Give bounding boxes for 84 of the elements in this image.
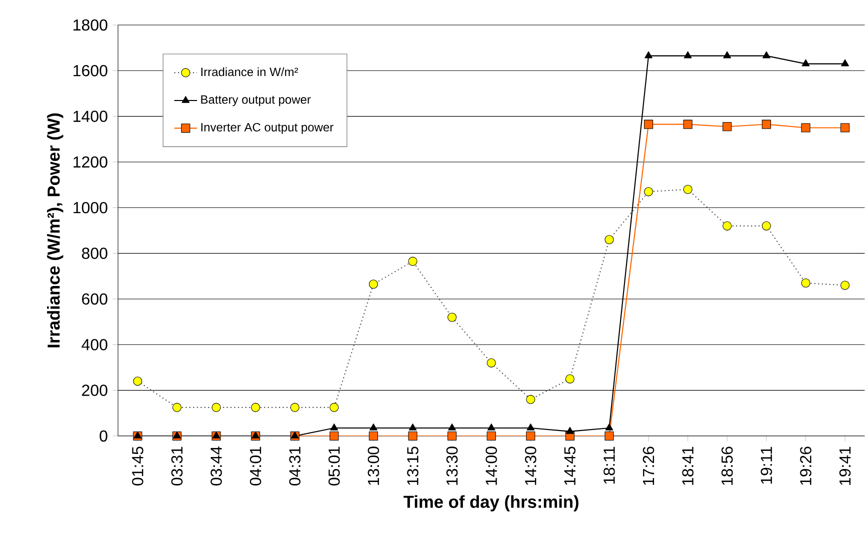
y-tick-label: 600 [82, 293, 108, 305]
point [368, 280, 378, 289]
x-tick-label: 01:45 [132, 446, 144, 486]
point [801, 278, 810, 288]
point [526, 431, 536, 441]
x-tick-label: 04:01 [250, 446, 262, 486]
x-tick-label: 18:11 [604, 446, 615, 484]
x-tick-label: 03:44 [210, 446, 222, 486]
x-tick-label: 17:26 [642, 446, 654, 485]
x-tick-label: 14:45 [564, 446, 576, 485]
x-tick-label: 13:30 [446, 446, 458, 485]
point [840, 280, 850, 290]
point [212, 402, 221, 412]
point [486, 358, 496, 368]
x-tick-label: 05:01 [328, 446, 340, 486]
point [644, 187, 654, 196]
x-tick-label: 14:00 [486, 446, 497, 485]
y-tick-label: 0 [100, 430, 108, 442]
point [290, 402, 300, 412]
point [172, 431, 181, 438]
point [684, 51, 692, 58]
point [605, 423, 614, 430]
point [526, 394, 536, 404]
x-tick-label: 13:15 [407, 446, 418, 485]
legend-label: Irradiance in W/m² [201, 67, 298, 76]
point [448, 423, 456, 430]
point [172, 402, 182, 412]
point [330, 431, 339, 441]
y-tick-label: 1600 [74, 65, 108, 76]
point [683, 184, 692, 194]
point [252, 431, 260, 438]
point [368, 431, 378, 441]
point [566, 426, 574, 434]
point [212, 431, 220, 438]
x-axis-title: Time of day (hrs:min) [404, 495, 578, 512]
y-tick-label: 1400 [74, 110, 108, 122]
point [802, 59, 810, 66]
point [251, 402, 260, 412]
point [644, 51, 652, 58]
x-tick-label: 18:56 [721, 446, 733, 485]
point [722, 221, 732, 230]
legend-label: Battery output power [201, 95, 311, 106]
x-tick-label: 14:30 [524, 446, 536, 485]
point [487, 423, 496, 430]
y-tick-label: 400 [82, 338, 108, 350]
point [408, 423, 417, 430]
point [683, 120, 692, 129]
point [133, 376, 142, 386]
point [604, 431, 614, 441]
point [723, 51, 732, 58]
point [840, 123, 850, 132]
point [801, 123, 810, 132]
legend-label: Inverter AC output power [201, 122, 334, 134]
y-tick-label: 800 [82, 248, 108, 259]
y-tick-label: 200 [82, 384, 108, 396]
point [644, 120, 654, 129]
point [762, 221, 771, 230]
y-axis-title: Irradiance (W/m²), Power (W) [47, 113, 64, 348]
x-tick-label: 18:41 [682, 446, 694, 485]
point [486, 431, 496, 441]
y-tick-label: 1200 [74, 156, 108, 168]
point [565, 374, 574, 384]
y-tick-label: 1000 [74, 202, 108, 214]
point [330, 402, 339, 412]
point [408, 431, 418, 441]
point [604, 235, 614, 244]
point [448, 431, 457, 441]
x-tick-label: 19:11 [760, 446, 772, 484]
point [841, 59, 849, 66]
x-tick-label: 04:31 [289, 446, 300, 486]
point [762, 120, 771, 129]
x-tick-label: 03:31 [171, 446, 183, 486]
x-tick-label: 19:41 [839, 446, 851, 485]
point [330, 423, 338, 430]
point [722, 122, 732, 132]
point [448, 312, 457, 322]
point [408, 256, 418, 266]
x-tick-label: 19:26 [800, 446, 812, 485]
y-tick-label: 1800 [74, 19, 108, 31]
x-tick-label: 13:00 [368, 446, 380, 485]
point [526, 423, 535, 430]
point [134, 431, 142, 438]
point [762, 51, 770, 58]
point [369, 423, 378, 430]
